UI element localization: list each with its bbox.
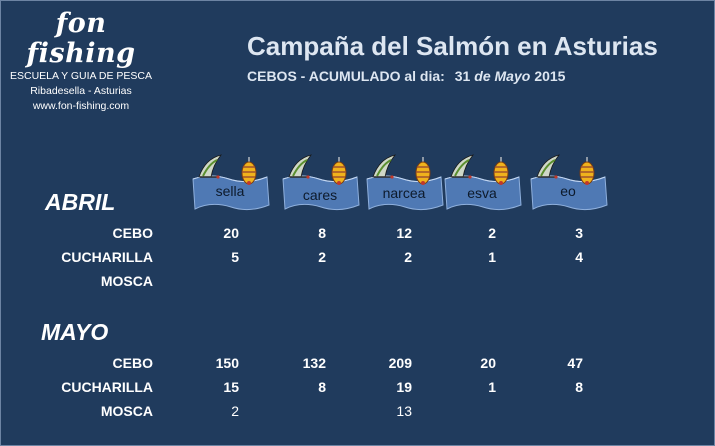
- value-cell: 19: [396, 379, 412, 395]
- river-name: eo: [560, 183, 576, 199]
- value-cell: 8: [318, 379, 326, 395]
- fishing-lure-icon: [493, 157, 509, 185]
- section-title-abril: ABRIL: [45, 189, 116, 215]
- river-name: narcea: [382, 185, 426, 201]
- river-banner-cares: cares: [279, 153, 361, 215]
- fishing-lure-icon: [579, 157, 595, 185]
- row-label-mosca: MOSCA: [100, 403, 153, 419]
- value-cell: 150: [215, 355, 239, 371]
- date-day: 31: [454, 68, 471, 84]
- value-cell: 2: [488, 225, 496, 241]
- value-cell: 12: [396, 225, 412, 241]
- banner-graphic: [366, 154, 444, 211]
- brand-url[interactable]: www.fon-fishing.com: [32, 100, 130, 112]
- fishing-lure-icon: [415, 157, 431, 185]
- fishing-lure-icon: [331, 157, 347, 185]
- value-cell: 2: [231, 403, 239, 419]
- value-cell: 209: [388, 355, 412, 371]
- row-label-cebo: CEBO: [112, 355, 153, 371]
- salmon-fly-icon: [450, 154, 475, 179]
- brand-tagline: ESCUELA Y GUIA DE PESCA: [9, 70, 152, 82]
- subtitle-label: CEBOS - ACUMULADO al dia:: [247, 68, 445, 84]
- value-cell: 3: [575, 225, 583, 241]
- banner-graphic: [192, 154, 270, 211]
- page-title: Campaña del Salmón en Asturias: [247, 31, 658, 61]
- value-cell: 8: [575, 379, 583, 395]
- river-banner-narcea: narcea: [363, 153, 445, 215]
- row-label-cucharilla: CUCHARILLA: [61, 379, 153, 395]
- salmon-fly-icon: [536, 154, 561, 179]
- value-cell: 2: [318, 249, 326, 265]
- value-cell: 20: [223, 225, 239, 241]
- value-cell: 15: [223, 379, 239, 395]
- date-year: 2015: [534, 68, 566, 84]
- river-name: sella: [215, 183, 245, 199]
- banner-graphic: [282, 154, 360, 211]
- river-banner-sella: sella: [189, 153, 271, 215]
- page-subtitle: CEBOS - ACUMULADO al dia: 31 de Mayo 2015: [247, 68, 565, 84]
- brand-block: fon fishing ESCUELA Y GUIA DE PESCA Riba…: [1, 9, 161, 114]
- banner-graphic: [530, 154, 608, 211]
- value-cell: 8: [318, 225, 326, 241]
- salmon-fly-icon: [288, 154, 313, 179]
- value-cell: 1: [488, 249, 496, 265]
- value-cell: 1: [488, 379, 496, 395]
- date-month: de Mayo: [474, 68, 531, 84]
- banner-graphic: [444, 154, 522, 211]
- brand-logo: fon fishing: [26, 8, 136, 69]
- salmon-fly-icon: [372, 154, 397, 179]
- row-label-cucharilla: CUCHARILLA: [61, 249, 153, 265]
- value-cell: 132: [302, 355, 326, 371]
- value-cell: 20: [480, 355, 496, 371]
- value-cell: 2: [404, 249, 412, 265]
- river-banner-eo: eo: [527, 153, 609, 215]
- section-title-mayo: MAYO: [41, 319, 109, 345]
- value-cell: 47: [567, 355, 583, 371]
- value-cell: 5: [231, 249, 239, 265]
- river-banner-esva: esva: [441, 153, 523, 215]
- fishing-lure-icon: [241, 157, 257, 185]
- value-cell: 4: [575, 249, 583, 265]
- value-cell: 13: [396, 403, 412, 419]
- brand-location: Ribadesella - Asturias: [30, 85, 132, 97]
- salmon-fly-icon: [198, 154, 223, 179]
- row-label-cebo: CEBO: [112, 225, 153, 241]
- row-label-mosca: MOSCA: [100, 273, 153, 289]
- river-name: cares: [302, 187, 338, 203]
- river-name: esva: [467, 185, 497, 201]
